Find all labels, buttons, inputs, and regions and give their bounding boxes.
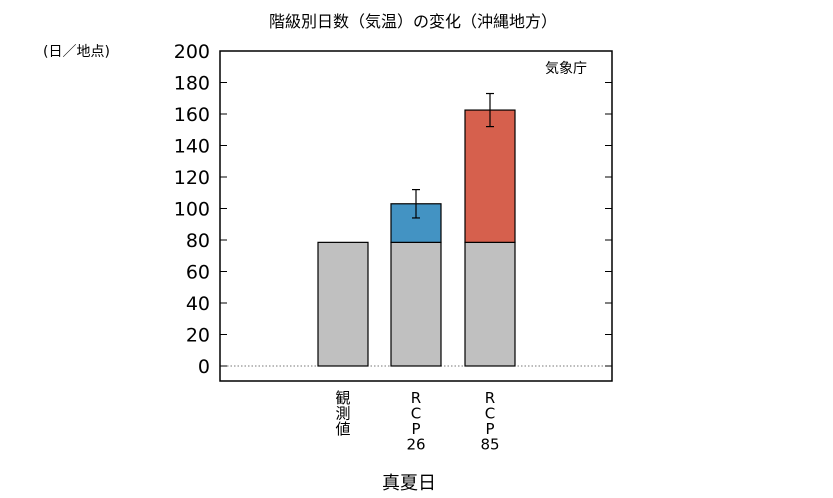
category-label: P — [411, 420, 420, 438]
category-label: 26 — [406, 436, 425, 454]
y-tick-label: 100 — [174, 199, 210, 221]
chart-title: 階級別日数（気温）の変化（沖縄地方） — [269, 12, 557, 31]
category-label: R — [411, 389, 421, 407]
y-tick-label: 0 — [198, 356, 210, 378]
y-tick-label: 60 — [186, 262, 210, 284]
category-label: R — [485, 389, 495, 407]
bar-base — [317, 241, 369, 367]
y-tick-label: 200 — [174, 41, 210, 63]
plot-frame — [219, 50, 613, 382]
y-tick-label: 120 — [174, 167, 210, 189]
category-label: 値 — [335, 420, 350, 438]
category-label: C — [485, 405, 495, 423]
category-label: 85 — [480, 436, 499, 454]
y-tick-label: 40 — [186, 293, 210, 315]
y-axis-unit-label: (日／地点) — [43, 44, 110, 60]
category-label: 観 — [335, 389, 350, 407]
y-tick-label: 140 — [174, 136, 210, 158]
category-label: 測 — [335, 405, 350, 423]
bar-base — [390, 241, 442, 367]
y-tick-label: 80 — [186, 230, 210, 252]
source-note: 気象庁 — [545, 61, 587, 77]
bar-base — [464, 241, 516, 367]
category-label: C — [411, 405, 421, 423]
x-axis-title: 真夏日 — [382, 473, 436, 494]
bar-increase — [464, 109, 516, 243]
y-tick-label: 180 — [174, 73, 210, 95]
y-tick-label: 20 — [186, 325, 210, 347]
y-tick-label: 160 — [174, 104, 210, 126]
category-label: P — [485, 420, 494, 438]
